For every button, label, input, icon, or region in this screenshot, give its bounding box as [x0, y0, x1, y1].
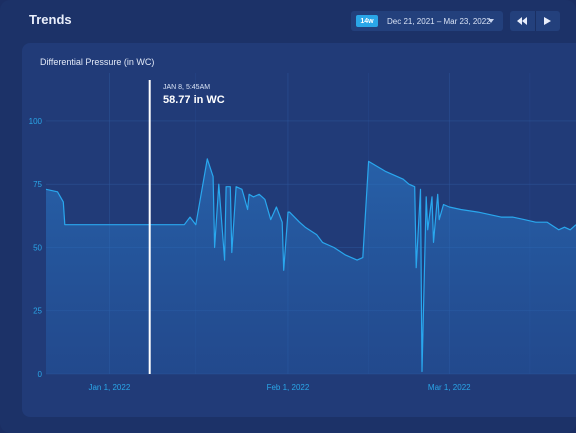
rewind-button[interactable]	[510, 11, 535, 31]
range-chip[interactable]: 14w	[356, 15, 378, 27]
y-tick-label: 100	[29, 117, 43, 126]
pressure-chart[interactable]: 0 25 50 75 100 Jan 1, 2022 Feb 1, 2022 Mar 1, 2…	[22, 43, 576, 417]
playback-controls	[510, 11, 560, 31]
chevron-down-icon[interactable]	[488, 19, 494, 23]
tooltip-value: 58.77 in WC	[163, 94, 225, 106]
page-title: Trends	[29, 12, 72, 27]
chart-panel: Differential Pressure (in WC) 0 25 50 75 100…	[22, 43, 576, 417]
y-tick-label: 0	[38, 370, 43, 379]
x-tick-label: Mar 1, 2022	[428, 383, 471, 392]
y-tick-label: 75	[33, 180, 42, 189]
play-icon	[544, 17, 552, 25]
chart-title: Differential Pressure (in WC)	[40, 57, 155, 67]
rewind-icon	[517, 17, 528, 25]
value-tooltip: JAN 8, 5:45AM 58.77 in WC	[163, 84, 225, 106]
play-button[interactable]	[534, 11, 561, 31]
y-tick-label: 50	[33, 243, 42, 252]
tooltip-time: JAN 8, 5:45AM	[163, 84, 211, 91]
series-line	[45, 158, 576, 373]
date-range-selector[interactable]: 14w Dec 21, 2021 – Mar 23, 2022	[351, 11, 503, 31]
x-tick-label: Jan 1, 2022	[88, 383, 130, 392]
y-tick-label: 25	[33, 307, 42, 316]
series-area	[46, 158, 576, 374]
date-range-label: Dec 21, 2021 – Mar 23, 2022	[387, 16, 491, 26]
x-tick-label: Feb 1, 2022	[267, 383, 310, 392]
